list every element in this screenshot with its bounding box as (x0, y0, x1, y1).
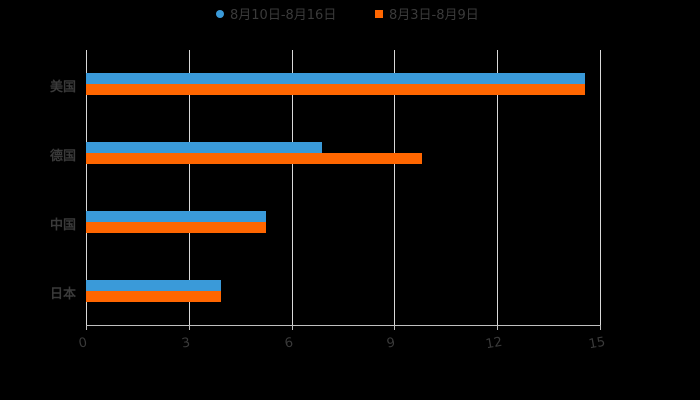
bar[interactable] (86, 222, 266, 233)
bar[interactable] (86, 280, 221, 291)
bar[interactable] (86, 153, 422, 164)
y-category-label: 日本 (50, 287, 77, 302)
axis-tick (497, 325, 498, 330)
legend: 8月10日-8月16日 8月3日-8月9日 (0, 4, 700, 24)
legend-item-aug10-16[interactable]: 8月10日-8月16日 (216, 4, 336, 23)
legend-label: 8月3日-8月9日 (389, 8, 479, 23)
y-category-label: 德国 (50, 149, 77, 164)
bar[interactable] (86, 73, 585, 84)
x-tick-label: 12 (484, 334, 504, 353)
legend-square-icon (375, 9, 383, 18)
bar[interactable] (86, 211, 266, 222)
bar[interactable] (86, 142, 322, 153)
gridline (497, 50, 498, 325)
x-tick-label: 3 (180, 335, 192, 352)
legend-label: 8月10日-8月16日 (230, 8, 337, 23)
axis-tick (292, 325, 293, 330)
gridline (86, 50, 87, 325)
x-tick-label: 6 (283, 335, 295, 352)
axis-tick (394, 325, 395, 330)
axis-tick (600, 325, 601, 330)
x-axis (86, 325, 600, 326)
gridline (292, 50, 293, 325)
axis-tick (189, 325, 190, 330)
x-tick-label: 15 (587, 334, 607, 353)
x-tick-label: 0 (77, 335, 89, 352)
x-tick-label: 9 (385, 335, 397, 352)
legend-item-aug3-9[interactable]: 8月3日-8月9日 (375, 4, 479, 23)
bar[interactable] (86, 84, 585, 95)
bar[interactable] (86, 291, 221, 302)
y-category-label: 美国 (50, 80, 77, 95)
axis-tick (86, 325, 87, 330)
legend-circle-icon (216, 9, 224, 18)
y-category-label: 中国 (50, 218, 77, 233)
gridline (394, 50, 395, 325)
gridline (189, 50, 190, 325)
gridline (600, 50, 601, 325)
